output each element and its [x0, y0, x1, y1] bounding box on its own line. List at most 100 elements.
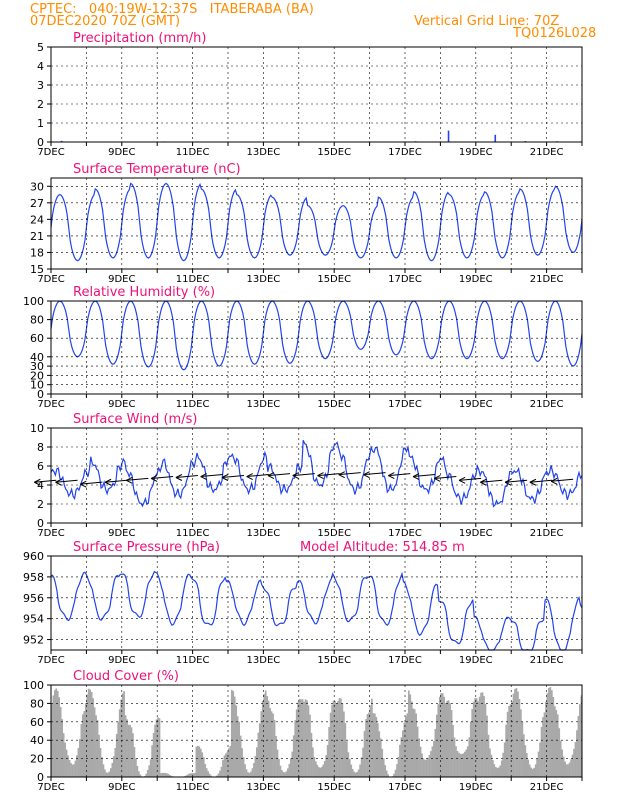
cloud-bar	[154, 724, 156, 777]
cloud-bar	[95, 715, 97, 777]
x-tick-label: 21DEC	[530, 274, 564, 285]
y-tick-label: 10	[30, 422, 44, 435]
cloud-bar	[344, 723, 347, 777]
x-tick-label: 11DEC	[176, 528, 210, 539]
cloud-bar	[225, 753, 227, 777]
cloud-bar	[521, 722, 524, 777]
temp-data	[50, 182, 583, 262]
x-tick-label: 17DEC	[388, 528, 422, 539]
cloud-bar	[567, 764, 569, 777]
cloud-bar	[412, 708, 415, 777]
cloud-bar	[260, 711, 263, 777]
cloud-bar	[312, 747, 314, 777]
cloud-bar	[108, 771, 111, 777]
wind-arrow	[175, 475, 198, 478]
cloud-bar	[114, 748, 117, 777]
wind-arrow-head	[126, 476, 133, 484]
cloud-bar	[466, 746, 469, 777]
panel-wind: 0 2 4 6 8 10 7DEC 9DEC 11DEC 13DEC 15DEC 17DEC 19DEC…	[30, 412, 583, 539]
cloud-bar	[149, 759, 152, 777]
wind-arrow-head	[55, 478, 62, 486]
cloud-bar	[53, 690, 56, 777]
cloud-bar	[270, 711, 273, 777]
cloud-bar	[413, 709, 416, 777]
cloud-bar	[139, 774, 142, 777]
cloud-bar	[508, 705, 510, 777]
temp-title: Surface Temperature (nC)	[73, 162, 241, 177]
cloud-bar	[465, 749, 468, 777]
cloud-bar	[449, 703, 451, 777]
y-tick-label: 8	[37, 441, 44, 454]
cloud-bar	[496, 768, 499, 777]
wind-arrow-head	[34, 478, 41, 486]
cloud-bar	[452, 724, 454, 777]
y-tick-label: 3	[37, 79, 44, 92]
cloud-bar	[323, 761, 326, 777]
cloud-bar	[195, 746, 198, 777]
cloud-bar	[493, 764, 496, 777]
cloud-bar	[371, 698, 373, 777]
cloud-bar	[523, 734, 525, 777]
cloud-bar	[192, 773, 195, 777]
cloud-bar	[269, 708, 271, 777]
cloud-bar	[310, 732, 313, 777]
cloud-bar	[99, 747, 102, 777]
y-tick-label: 80	[30, 697, 44, 710]
cloud-bar	[242, 757, 245, 777]
wind-arrow	[434, 475, 457, 479]
x-tick-label: 9DEC	[108, 782, 135, 793]
cloud-bar	[169, 774, 171, 777]
cloud-bar	[365, 719, 367, 777]
wind-arrow-head	[267, 472, 275, 480]
cloud-bar	[403, 722, 406, 777]
cloud-bar	[540, 726, 543, 777]
cloud-bar	[424, 759, 426, 777]
cloud-bar	[250, 771, 252, 777]
cloud-bar	[185, 775, 187, 777]
cloud-bar	[555, 710, 558, 777]
cloud-bar	[148, 765, 151, 777]
wind-arrow-head	[504, 478, 512, 486]
y-tick-label: 100	[23, 295, 44, 308]
y-tick-label: 100	[23, 679, 44, 692]
cloud-bar	[163, 772, 165, 777]
cloud-bar	[458, 752, 460, 777]
cloud-bar	[129, 724, 131, 777]
cloud-bar	[102, 764, 105, 777]
cloud-bar	[539, 742, 541, 777]
y-tick-label: 40	[30, 734, 44, 747]
wind-arrow-head	[412, 473, 420, 480]
cloud-bar	[443, 696, 446, 777]
cloud-bar	[56, 690, 59, 777]
x-tick-label: 11DEC	[176, 399, 210, 410]
cloud-bar	[556, 714, 559, 777]
cloud-bar	[528, 764, 531, 777]
cloud-bar	[459, 753, 462, 777]
cloud-bar	[531, 768, 534, 777]
wind-arrow	[246, 474, 269, 478]
cloud-bar	[320, 766, 323, 777]
cloud-bar	[435, 714, 438, 777]
y-tick-label: 1	[37, 117, 44, 130]
x-tick-label: 7DEC	[37, 655, 64, 666]
cloud-bar	[576, 730, 578, 777]
cloud-bar	[428, 755, 431, 777]
cloud-bar	[406, 713, 409, 777]
cloud-bar	[121, 693, 124, 777]
x-tick-label: 7DEC	[37, 528, 64, 539]
cloud-bar	[132, 733, 134, 777]
wind-arrow	[200, 474, 223, 478]
wind-arrow	[55, 479, 78, 483]
cloud-bar	[281, 770, 283, 777]
y-tick-label: 30	[30, 180, 44, 193]
cloud-bar	[123, 691, 125, 777]
x-tick-label: 21DEC	[530, 147, 564, 158]
wind-arrow	[292, 473, 315, 477]
cloud-bar	[138, 771, 140, 777]
cloud-bar	[402, 730, 404, 777]
cloud-bar	[158, 718, 161, 777]
y-tick-label: 20	[30, 369, 44, 382]
cloud-bar	[307, 705, 310, 777]
cloud-bar	[164, 772, 167, 777]
cloud-bar	[124, 715, 127, 777]
